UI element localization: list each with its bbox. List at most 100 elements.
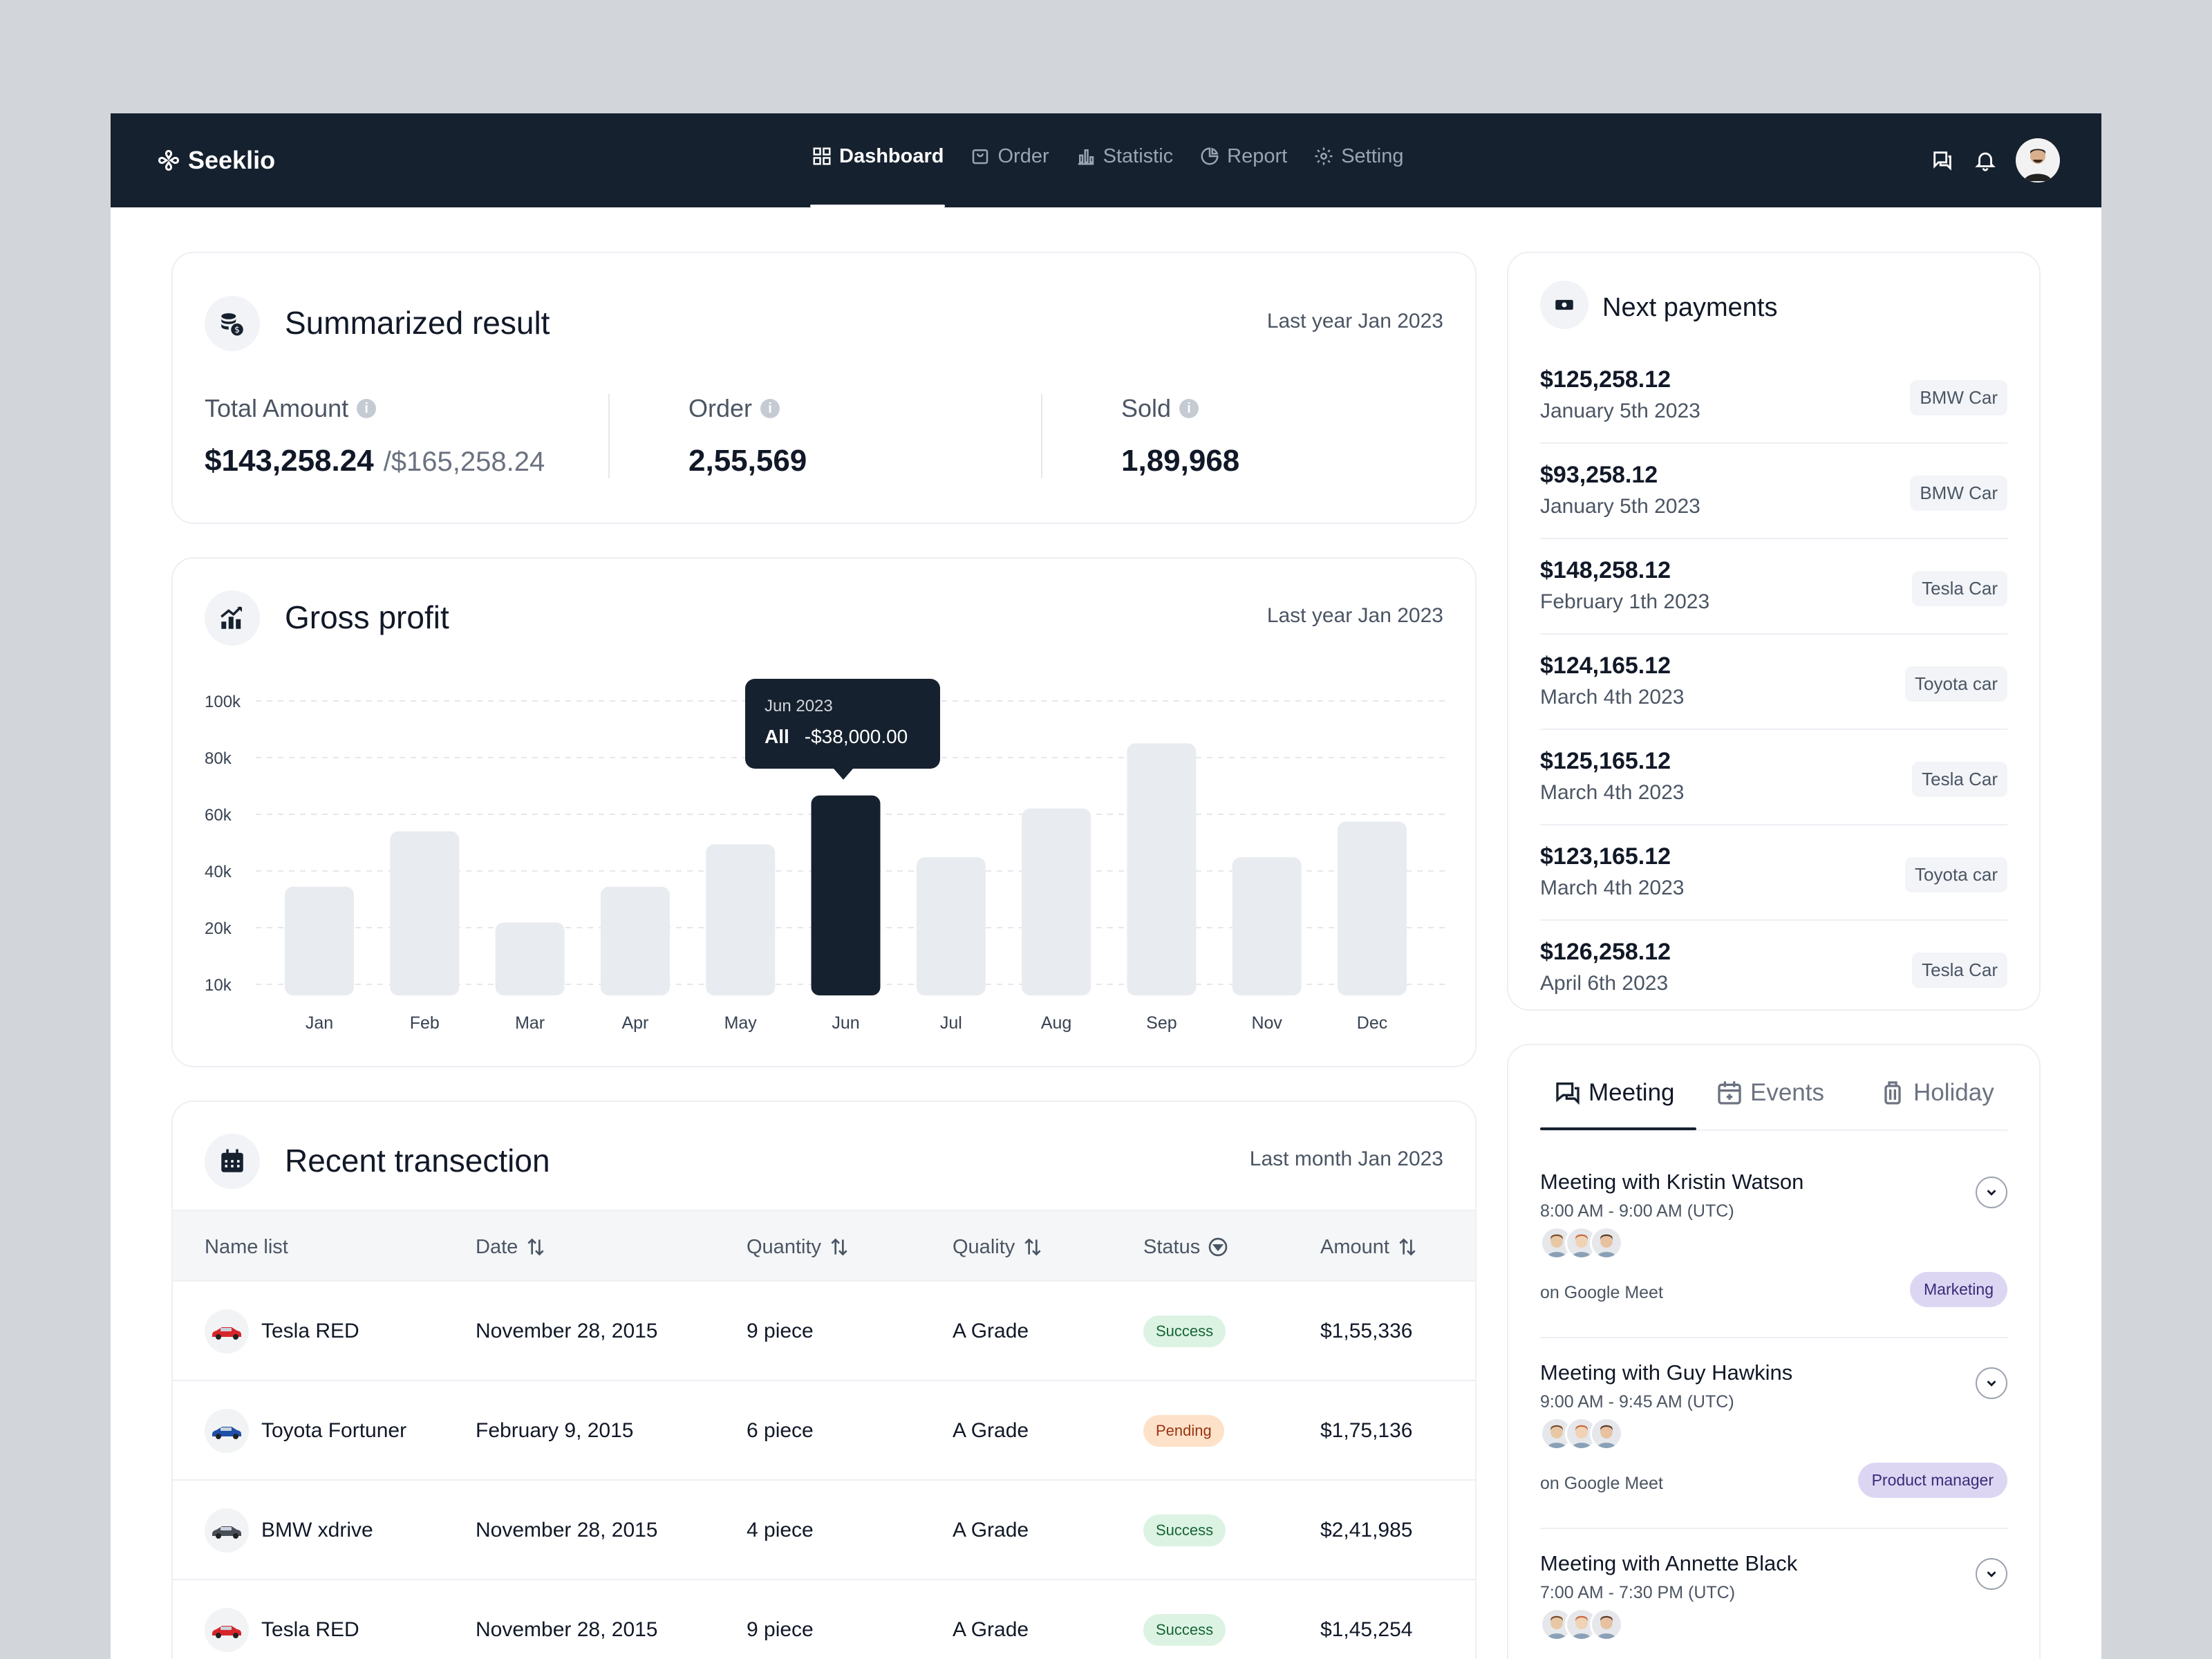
car-name: Tesla RED <box>261 1618 359 1641</box>
table-row[interactable]: BMW xdrive November 28, 2015 4 piece A Grad… <box>173 1481 1475 1580</box>
payment-item[interactable]: $126,258.12 April 6th 2023 Tesla Car <box>1540 921 2007 1009</box>
cell-name: Tesla RED <box>205 1580 359 1659</box>
car-icon <box>212 1626 241 1638</box>
expand-button[interactable] <box>1976 1367 2007 1399</box>
transactions-icon-wrap <box>205 1134 260 1189</box>
car-icon <box>212 1526 241 1539</box>
col-amount[interactable]: Amount <box>1320 1211 1418 1283</box>
table-row[interactable]: Toyota Fortuner February 9, 2015 6 piece A … <box>173 1381 1475 1481</box>
tab-holiday[interactable]: Holiday <box>1879 1076 1994 1110</box>
col-status[interactable]: Status <box>1143 1211 1229 1283</box>
expand-button[interactable] <box>1976 1177 2007 1208</box>
x-tick-label: Jul <box>940 1013 962 1033</box>
user-avatar-icon <box>2024 149 2052 181</box>
meeting-title: Meeting with Kristin Watson <box>1540 1170 1804 1194</box>
payment-date: January 5th 2023 <box>1540 495 1700 518</box>
col-quantity[interactable]: Quantity <box>747 1211 850 1283</box>
payment-item[interactable]: $125,258.12 January 5th 2023 BMW Car <box>1540 348 2007 444</box>
bell-icon <box>1975 152 1996 171</box>
cell-quality: A Grade <box>953 1320 1029 1342</box>
cell-date: November 28, 2015 <box>476 1618 658 1641</box>
transactions-period: Last month Jan 2023 <box>1249 1147 1443 1170</box>
total-amount-target: /$165,258.24 <box>383 447 545 477</box>
cell-date: November 28, 2015 <box>476 1519 658 1541</box>
flower-logo-icon <box>158 149 180 171</box>
payment-item[interactable]: $125,165.12 March 4th 2023 Tesla Car <box>1540 730 2007 825</box>
cell-date: February 9, 2015 <box>476 1419 634 1442</box>
bar-dec[interactable] <box>1338 821 1407 995</box>
x-tick-label: Nov <box>1251 1013 1282 1033</box>
cell-quantity: 4 piece <box>747 1519 814 1541</box>
payment-date: March 4th 2023 <box>1540 686 1685 709</box>
nav-setting[interactable]: Setting <box>1312 113 1405 203</box>
x-tick-label: Jan <box>306 1013 333 1033</box>
info-icon[interactable]: i <box>760 399 780 418</box>
payment-item[interactable]: $124,165.12 March 4th 2023 Toyota car <box>1540 635 2007 730</box>
summary-period: Last year Jan 2023 <box>1266 310 1443 332</box>
info-icon[interactable]: i <box>1179 399 1199 418</box>
nav-order[interactable]: Order <box>968 113 1050 203</box>
col-quality[interactable]: Quality <box>953 1211 1044 1283</box>
dashboard-app: Seeklio Dashboard Order Statistic Report <box>111 113 2101 1659</box>
y-tick-label: 60k <box>205 806 232 825</box>
gear-icon <box>1315 147 1333 165</box>
chevron-down-icon <box>1987 1190 1996 1196</box>
car-avatar <box>205 1608 249 1652</box>
payment-item[interactable]: $93,258.12 January 5th 2023 BMW Car <box>1540 444 2007 539</box>
table-row[interactable]: Tesla RED November 28, 2015 9 piece A Grade… <box>173 1580 1475 1659</box>
bar-jun[interactable] <box>811 795 881 995</box>
total-amount-value: $143,258.24 <box>205 444 374 478</box>
bar-nov[interactable] <box>1232 857 1302 995</box>
nav-label: Statistic <box>1103 144 1174 167</box>
notifications-button[interactable] <box>1973 148 1998 173</box>
person-avatar-icon <box>1592 1419 1621 1448</box>
payment-amount: $123,165.12 <box>1540 843 1671 870</box>
nav-dashboard[interactable]: Dashboard <box>810 113 946 207</box>
payment-amount: $125,165.12 <box>1540 748 1671 774</box>
table-row[interactable]: Tesla RED November 28, 2015 9 piece A Grade… <box>173 1282 1475 1381</box>
col-date[interactable]: Date <box>476 1211 547 1283</box>
tab-events[interactable]: Events <box>1716 1076 1824 1110</box>
brand-name: Seeklio <box>188 146 276 174</box>
total-amount-block: Total Amount i $143,258.24 /$165,258.24 <box>205 394 545 478</box>
bar-sep[interactable] <box>1127 743 1197 995</box>
bar-mar[interactable] <box>495 922 565 995</box>
meeting-item[interactable]: Meeting with Kristin Watson 8:00 AM - 9:0… <box>1540 1147 2007 1338</box>
total-amount-label: Total Amount <box>205 394 349 422</box>
cell-amount: $1,45,254 <box>1320 1618 1413 1641</box>
payment-item[interactable]: $148,258.12 February 1th 2023 Tesla Car <box>1540 539 2007 635</box>
brand-logo[interactable]: Seeklio <box>156 141 275 180</box>
bar-jul[interactable] <box>916 857 986 995</box>
car-avatar <box>205 1508 249 1553</box>
person-avatar-icon <box>1592 1228 1621 1257</box>
meeting-item[interactable]: Meeting with Annette Black 7:00 AM - 7:30… <box>1540 1529 2007 1659</box>
col-label: Quality <box>953 1235 1015 1258</box>
payment-tag: Toyota car <box>1905 666 2007 702</box>
user-avatar[interactable] <box>2016 138 2060 182</box>
payments-title: Next payments <box>1602 293 1778 322</box>
bar-may[interactable] <box>706 844 776 995</box>
nav-report[interactable]: Report <box>1198 113 1288 203</box>
bar-feb[interactable] <box>390 831 460 995</box>
divider <box>608 394 610 478</box>
y-tick-label: 10k <box>205 976 232 995</box>
col-name[interactable]: Name list <box>205 1211 288 1283</box>
info-icon[interactable]: i <box>357 399 377 418</box>
meeting-item[interactable]: Meeting with Guy Hawkins 9:00 AM - 9:45 A… <box>1540 1338 2007 1529</box>
tab-meeting[interactable]: Meeting <box>1554 1076 1675 1110</box>
expand-button[interactable] <box>1976 1558 2007 1590</box>
bar-jan[interactable] <box>285 886 354 995</box>
bar-aug[interactable] <box>1022 808 1091 995</box>
attendee-avatar <box>1590 1608 1623 1641</box>
chat-icon <box>1933 151 1951 171</box>
top-actions <box>1930 138 2060 182</box>
meeting-title: Meeting with Annette Black <box>1540 1551 1798 1575</box>
nav-statistic[interactable]: Statistic <box>1074 113 1175 203</box>
growth-chart-icon <box>221 606 242 629</box>
cell-quality: A Grade <box>953 1419 1029 1442</box>
transactions-title: Recent transection <box>285 1143 550 1179</box>
payment-item[interactable]: $123,165.12 March 4th 2023 Toyota car <box>1540 825 2007 921</box>
messages-button[interactable] <box>1930 148 1955 173</box>
bar-apr[interactable] <box>600 886 670 995</box>
payment-amount: $125,258.12 <box>1540 366 1671 393</box>
